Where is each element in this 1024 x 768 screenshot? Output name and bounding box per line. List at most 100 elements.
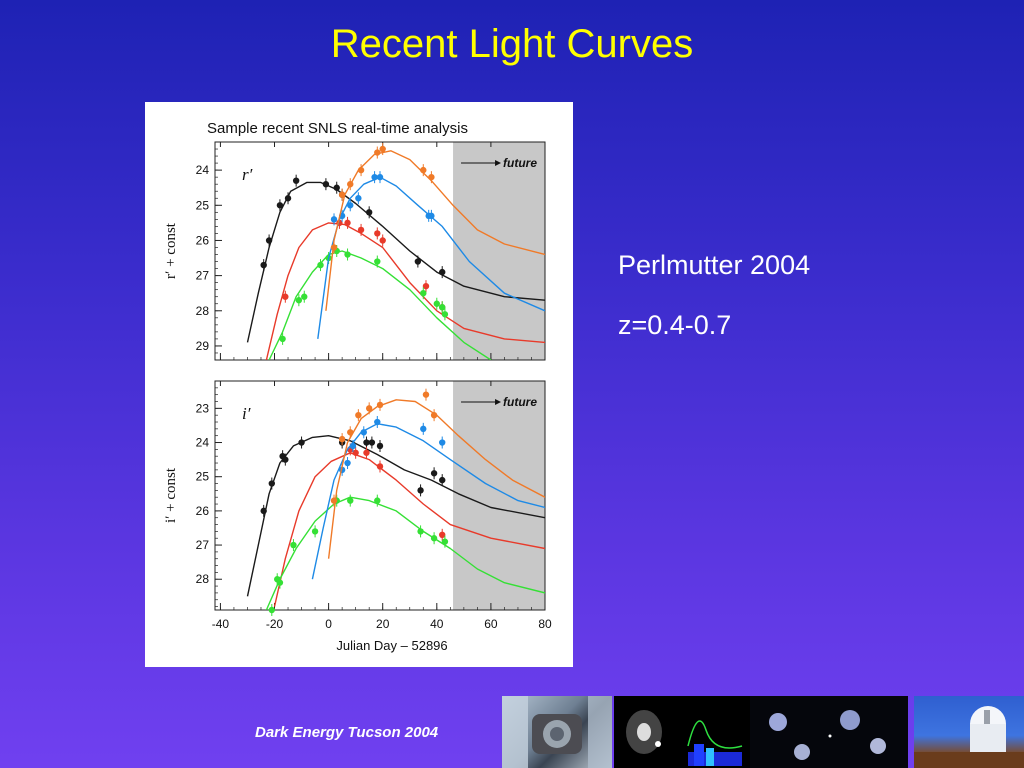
y-tick-label: 24 — [196, 163, 210, 177]
slide-title: Recent Light Curves — [330, 22, 694, 66]
data-point-black — [414, 258, 422, 265]
data-point-orange — [330, 244, 338, 251]
data-point-orange — [374, 149, 381, 156]
data-point-orange — [338, 191, 346, 198]
y-tick-label: 23 — [196, 401, 210, 415]
data-point-green — [439, 304, 446, 311]
data-point-green — [276, 579, 284, 586]
fit-curve-orange — [325, 150, 545, 311]
i-band-panel: future 23 24 25 26 27 28 -40 -20 0 20 40 60 80 i′ i′ + … — [163, 380, 552, 631]
info-redshift-range: z=0.4-0.7 — [618, 310, 732, 340]
data-point-red — [344, 219, 351, 227]
data-point-blue — [420, 425, 427, 433]
band-label: i′ — [242, 404, 251, 423]
fit-curve-orange — [327, 399, 545, 559]
data-point-black — [282, 456, 289, 463]
data-point-green — [417, 528, 424, 535]
y-tick-label: 24 — [196, 436, 210, 450]
future-arrowhead — [495, 399, 502, 405]
y-tick-label: 25 — [196, 198, 210, 212]
data-point-green — [301, 293, 308, 300]
data-point-black — [333, 184, 340, 191]
data-point-green — [268, 606, 276, 614]
data-point-red — [352, 449, 359, 456]
data-point-red — [422, 282, 430, 290]
data-point-orange — [330, 497, 338, 504]
galaxy-spectrum-thumbnail — [614, 696, 750, 768]
data-point-blue — [360, 429, 367, 436]
data-point-red — [374, 230, 381, 237]
y-tick-label: 26 — [196, 504, 210, 518]
lab-photo-thumbnail — [502, 696, 612, 768]
data-point-black — [322, 180, 330, 188]
data-point-red — [363, 449, 370, 456]
plot-frame — [214, 380, 546, 611]
data-point-green — [430, 535, 438, 542]
data-point-orange — [365, 405, 373, 412]
data-point-red — [376, 463, 384, 470]
data-point-red — [282, 293, 289, 300]
data-point-orange — [428, 173, 435, 181]
data-point-black — [268, 480, 276, 487]
data-point-green — [279, 335, 286, 343]
data-point-black — [260, 261, 267, 269]
info-author-year: Perlmutter 2004 — [618, 250, 811, 280]
data-point-black — [368, 439, 376, 446]
y-tick-label: 27 — [196, 269, 210, 283]
data-point-black — [284, 195, 292, 202]
x-tick-label: 40 — [430, 617, 444, 631]
data-point-green — [441, 311, 449, 318]
data-point-green — [441, 538, 449, 545]
data-point-black — [276, 202, 284, 209]
data-point-green — [290, 541, 297, 549]
band-label: r′ — [242, 165, 253, 184]
fit-curve-blue — [311, 423, 545, 580]
y-tick-label: 26 — [196, 233, 210, 247]
x-tick-label: 60 — [484, 617, 498, 631]
data-point-blue — [330, 216, 338, 223]
data-point-black — [292, 177, 300, 184]
data-point-blue — [344, 459, 351, 467]
data-point-green — [374, 497, 381, 504]
deep-field-thumbnail — [750, 696, 908, 768]
observatory-thumbnail — [914, 696, 1024, 768]
data-point-green — [420, 289, 427, 297]
light-curve-figure: Sample recent SNLS real-time analysis fu… — [145, 102, 573, 667]
x-tick-label: 20 — [376, 617, 390, 631]
x-axis-label: Julian Day – 52896 — [336, 638, 447, 653]
data-point-green — [344, 251, 351, 258]
data-point-black — [439, 476, 446, 484]
data-point-orange — [347, 429, 354, 436]
y-axis-label: i′ + const — [163, 467, 179, 523]
data-point-black — [376, 442, 384, 450]
data-point-orange — [420, 166, 427, 174]
data-point-blue — [439, 439, 446, 446]
data-point-black — [265, 237, 273, 244]
fit-curve-red — [273, 452, 545, 607]
data-point-black — [365, 209, 373, 216]
y-tick-label: 29 — [196, 339, 210, 353]
data-point-blue — [347, 202, 354, 209]
data-point-orange — [357, 166, 365, 174]
data-point-black — [430, 470, 438, 477]
fit-curve-red — [265, 222, 545, 360]
y-tick-label: 28 — [196, 304, 210, 318]
data-point-green — [347, 497, 354, 504]
data-point-orange — [376, 401, 384, 409]
future-region — [453, 381, 545, 610]
data-point-blue — [349, 442, 357, 450]
data-point-blue — [428, 212, 435, 220]
data-point-green — [433, 300, 441, 307]
x-tick-label: 0 — [325, 617, 332, 631]
x-tick-label: -20 — [266, 617, 284, 631]
data-point-green — [295, 297, 303, 304]
plot-frame — [214, 141, 546, 361]
y-tick-label: 27 — [196, 538, 210, 552]
y-tick-label: 28 — [196, 572, 210, 586]
r-band-panel: future 24 25 26 27 28 29 r′ r′ + const — [163, 141, 546, 361]
data-point-black — [417, 487, 424, 494]
data-point-blue — [355, 195, 362, 202]
data-point-blue — [371, 173, 378, 181]
fit-curve-green — [265, 496, 545, 610]
data-point-orange — [338, 435, 346, 443]
